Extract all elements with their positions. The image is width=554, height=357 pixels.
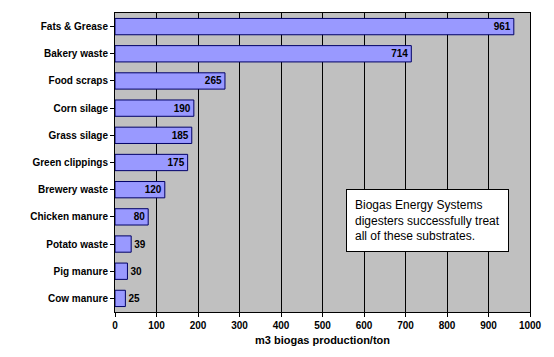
svg-text:Brewery waste: Brewery waste <box>38 184 108 195</box>
svg-text:200: 200 <box>190 320 207 331</box>
svg-text:80: 80 <box>134 211 146 222</box>
svg-text:25: 25 <box>128 293 140 304</box>
svg-text:600: 600 <box>356 320 373 331</box>
svg-text:Grass silage: Grass silage <box>49 130 109 141</box>
svg-text:Biogas Energy Systemsdigesters: Biogas Energy Systemsdigesters successfu… <box>355 198 500 243</box>
svg-text:400: 400 <box>273 320 290 331</box>
svg-text:120: 120 <box>145 184 162 195</box>
svg-text:714: 714 <box>391 48 408 59</box>
svg-text:185: 185 <box>172 130 189 141</box>
svg-text:30: 30 <box>130 266 142 277</box>
svg-text:Chicken manure: Chicken manure <box>30 211 108 222</box>
svg-text:961: 961 <box>494 21 511 32</box>
svg-text:700: 700 <box>397 320 414 331</box>
svg-text:175: 175 <box>168 157 185 168</box>
svg-text:0: 0 <box>112 320 118 331</box>
svg-text:265: 265 <box>205 75 222 86</box>
svg-text:Bakery waste: Bakery waste <box>44 48 108 59</box>
svg-text:100: 100 <box>148 320 165 331</box>
svg-text:m3 biogas production/ton: m3 biogas production/ton <box>255 334 390 346</box>
svg-text:Potato waste: Potato waste <box>46 239 108 250</box>
svg-text:39: 39 <box>134 239 146 250</box>
svg-text:900: 900 <box>480 320 497 331</box>
svg-text:Corn silage: Corn silage <box>54 103 109 114</box>
svg-text:Fats & Grease: Fats & Grease <box>41 21 109 32</box>
svg-text:190: 190 <box>174 103 191 114</box>
svg-text:Pig manure: Pig manure <box>54 266 109 277</box>
svg-text:Cow manure: Cow manure <box>48 293 108 304</box>
svg-text:1000: 1000 <box>519 320 542 331</box>
svg-text:800: 800 <box>439 320 456 331</box>
svg-text:Food scraps: Food scraps <box>49 75 109 86</box>
svg-text:Green clippings: Green clippings <box>32 157 108 168</box>
svg-text:500: 500 <box>314 320 331 331</box>
svg-text:300: 300 <box>231 320 248 331</box>
